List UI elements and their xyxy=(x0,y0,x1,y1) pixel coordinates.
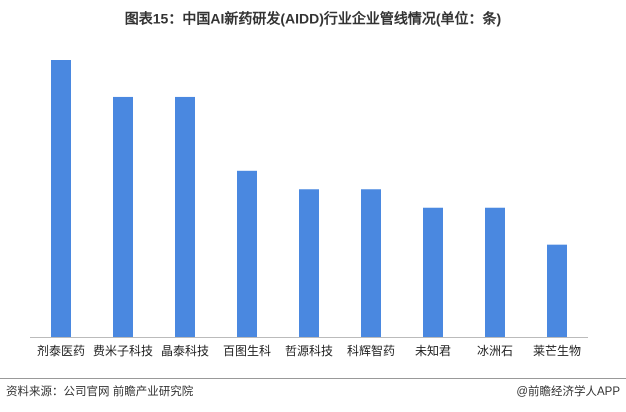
bar xyxy=(237,170,257,337)
x-tick-label: 哲源科技 xyxy=(285,344,333,358)
x-tick-label: 未知君 xyxy=(415,344,451,358)
bar xyxy=(361,189,381,337)
x-tick-label: 费米子科技 xyxy=(93,344,153,358)
bar xyxy=(485,207,505,337)
x-tick-label: 剂泰医药 xyxy=(37,343,85,358)
x-tick-label: 冰洲石 xyxy=(477,344,513,358)
bar xyxy=(175,96,195,337)
x-tick-label: 莱芒生物 xyxy=(533,343,581,358)
bar xyxy=(113,96,133,337)
bar xyxy=(423,207,443,337)
x-tick-label: 科辉智药 xyxy=(347,343,395,358)
x-tick-label: 晶泰科技 xyxy=(161,344,209,358)
x-tick-label: 百图生科 xyxy=(223,344,271,358)
chart-title: 图表15：中国AI新药研发(AIDD)行业企业管线情况(单位：条) xyxy=(125,11,501,27)
bar xyxy=(51,60,71,337)
source: 资料来源：公司官网 前瞻产业研究院 xyxy=(6,384,194,398)
bar xyxy=(547,244,567,337)
bar xyxy=(299,189,319,337)
credit: @前瞻经济学人APP xyxy=(516,384,620,398)
